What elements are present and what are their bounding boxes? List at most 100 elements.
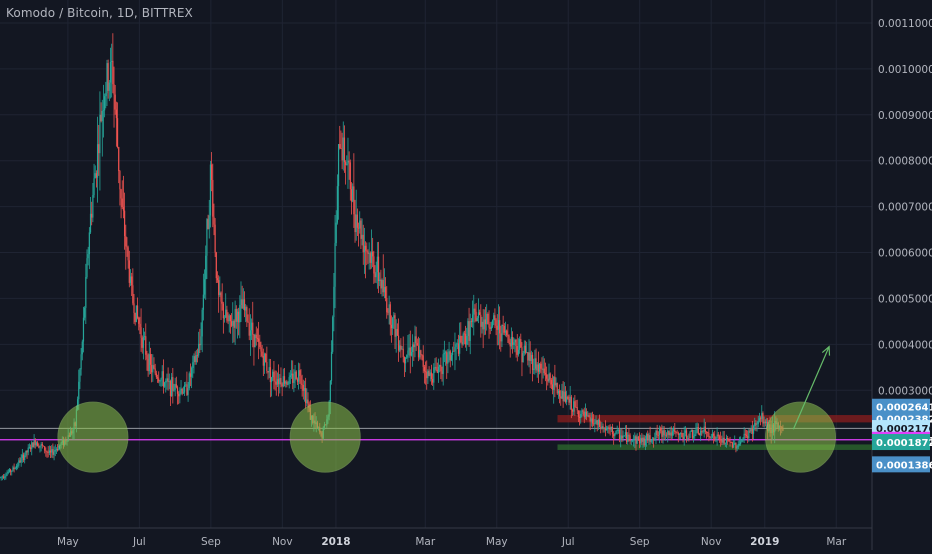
candle-body	[373, 256, 375, 274]
candle-body	[451, 350, 454, 356]
candle-body	[707, 432, 709, 433]
candle-body	[536, 364, 538, 371]
candle-body	[111, 60, 113, 62]
candle-body	[408, 347, 410, 351]
candle-body	[8, 469, 11, 472]
candle-body	[289, 375, 291, 378]
candle-body	[230, 321, 233, 326]
candle-body	[488, 323, 490, 328]
candle-body	[389, 304, 391, 325]
candle-body	[115, 109, 117, 119]
candle-body	[601, 426, 603, 429]
candle-body	[185, 384, 187, 386]
candle-body	[143, 336, 146, 338]
candle-body	[54, 449, 56, 452]
candle-body	[218, 280, 220, 296]
candle-body	[496, 325, 498, 330]
candle-body	[99, 114, 101, 154]
candle-body	[134, 312, 136, 322]
candle-body	[261, 351, 263, 357]
candle-body	[160, 378, 162, 381]
candle-body	[419, 350, 421, 358]
candle-body	[491, 320, 494, 327]
candle-body	[268, 367, 270, 373]
candle-body	[439, 364, 441, 367]
candle-body	[207, 219, 209, 229]
candle-body	[757, 420, 759, 424]
candle-body	[569, 396, 571, 403]
candle-body	[267, 371, 269, 373]
candle-body	[353, 186, 355, 215]
candle-body	[581, 410, 583, 414]
candle-body	[723, 437, 725, 444]
candle-body	[410, 352, 413, 356]
candle-body	[102, 110, 105, 112]
candle-body	[149, 354, 152, 365]
candle-body	[435, 366, 437, 370]
candle-body	[610, 426, 612, 430]
candle-body	[455, 344, 457, 347]
candle-body	[716, 434, 718, 438]
candle-body	[354, 214, 356, 233]
candle-body	[58, 445, 60, 451]
candle-body	[349, 162, 351, 190]
candle-body	[604, 427, 607, 431]
candle-body	[483, 319, 485, 330]
candle-body	[729, 441, 731, 443]
candle-body	[141, 337, 143, 348]
candle-body	[558, 390, 561, 397]
candle-body	[477, 312, 480, 318]
candle-body	[24, 455, 26, 461]
candle-body	[510, 336, 512, 347]
candle-body	[140, 327, 142, 338]
candle-body	[252, 322, 254, 335]
candle-body	[156, 377, 159, 379]
candle-body	[421, 354, 423, 356]
candle-body	[495, 320, 497, 326]
candle-body	[641, 437, 643, 442]
candle-body	[270, 377, 273, 383]
candle-body	[577, 410, 579, 417]
candle-body	[515, 339, 517, 346]
candle-body	[266, 361, 268, 372]
candle-body	[145, 336, 147, 355]
candle-body	[148, 354, 150, 372]
candle-body	[29, 447, 32, 450]
candle-body	[120, 189, 122, 199]
candle-body	[89, 213, 92, 233]
candle-body	[698, 433, 701, 436]
candle-body	[35, 442, 38, 446]
candle-body	[521, 347, 523, 363]
candle-body	[154, 368, 156, 374]
candle-body	[79, 369, 81, 382]
candle-body	[181, 388, 183, 394]
candle-body	[657, 434, 659, 436]
candle-body	[125, 236, 127, 247]
candle-body	[108, 82, 110, 91]
candle-body	[20, 458, 22, 463]
candle-body	[42, 445, 45, 447]
candle-body	[171, 377, 173, 397]
candle-body	[623, 435, 625, 437]
candle-body	[567, 396, 569, 400]
candle-body	[736, 447, 738, 449]
candle-body	[192, 362, 194, 368]
candle-body	[568, 399, 570, 403]
candle-body	[417, 345, 420, 358]
candle-body	[39, 445, 41, 448]
candle-body	[514, 339, 516, 343]
candle-body	[541, 368, 543, 370]
candle-body	[424, 371, 427, 373]
candle-body	[15, 465, 18, 469]
candle-body	[715, 437, 717, 439]
candle-body	[530, 354, 532, 362]
candle-body	[393, 315, 395, 319]
candle-body	[535, 358, 537, 371]
candle-body	[41, 444, 43, 446]
candle-body	[272, 371, 274, 378]
candle-body	[756, 423, 758, 425]
candle-body	[476, 317, 478, 322]
candle-body	[201, 309, 203, 337]
candle-body	[278, 379, 280, 385]
